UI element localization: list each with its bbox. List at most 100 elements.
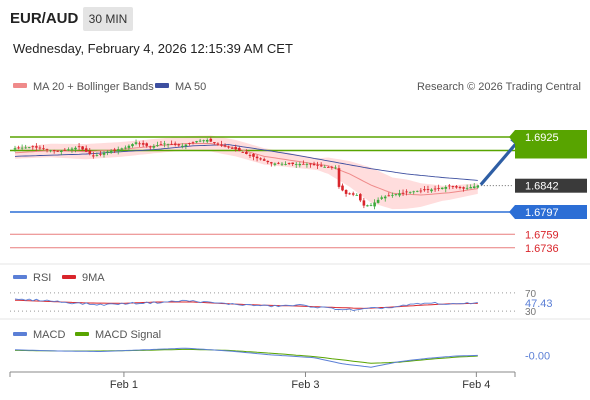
candle-body [273, 163, 277, 165]
candle [448, 184, 451, 190]
candle-body [13, 148, 17, 150]
candle [291, 162, 294, 166]
candle [220, 140, 223, 147]
candle-body [408, 191, 412, 193]
candle-body [294, 164, 298, 165]
candle [74, 146, 77, 153]
candle [444, 185, 448, 193]
candle-body [383, 196, 387, 199]
rsi-line [14, 298, 478, 311]
candle [84, 145, 88, 152]
price-label-support: 1.6797 [525, 207, 559, 219]
candle [273, 162, 277, 167]
candle-body [255, 156, 259, 159]
candle [70, 147, 74, 153]
candle [20, 144, 24, 151]
candle-body [366, 205, 369, 207]
candle [92, 151, 95, 159]
candle [124, 145, 127, 150]
candle-body [209, 138, 213, 142]
candle-body [102, 152, 106, 155]
candle [252, 153, 255, 161]
candle [198, 138, 202, 143]
rsi-level-label: 70 [525, 289, 537, 300]
candle [330, 165, 334, 170]
candle-body [387, 195, 391, 197]
candle-body [191, 142, 195, 144]
ma20-legend-swatch [13, 83, 27, 88]
candle-body [70, 148, 74, 150]
candle [159, 141, 163, 145]
candle-body [323, 166, 326, 168]
candle [394, 193, 398, 197]
candle [462, 186, 465, 192]
candle [188, 142, 191, 146]
candle-body [241, 152, 245, 153]
candle-body [63, 149, 67, 151]
price-label-resistance: 1.6925 [525, 132, 559, 144]
candle [458, 185, 462, 190]
candle [437, 184, 440, 192]
candle [81, 146, 84, 151]
candle-body [213, 142, 216, 144]
candle-body [376, 199, 380, 203]
candle [309, 163, 312, 168]
candle [56, 150, 59, 152]
candle-body [359, 194, 362, 201]
candle [319, 162, 323, 168]
candle-body [334, 167, 337, 169]
candle [476, 184, 480, 189]
candle-body [437, 188, 440, 189]
candle-body [348, 193, 351, 195]
candle [348, 192, 351, 195]
candle [266, 160, 270, 165]
chart-header: EUR/AUD 30 MIN Wednesday, February 4, 20… [0, 0, 590, 70]
candle [248, 153, 252, 158]
timeframe-badge[interactable]: 30 MIN [83, 7, 133, 31]
candle [205, 138, 209, 144]
candle-body [330, 166, 334, 168]
candle-body [109, 150, 113, 153]
candle-body [462, 187, 465, 189]
candle-body [49, 150, 52, 152]
candle [262, 157, 266, 161]
candle [383, 195, 387, 202]
copyright-label: Research © 2026 Trading Central [417, 81, 581, 93]
candle-body [156, 145, 159, 146]
candle-body [309, 163, 312, 165]
candle [302, 160, 305, 165]
candle [170, 140, 173, 145]
macd-signal-legend-swatch [75, 332, 89, 336]
candle-body [341, 185, 344, 191]
candle-body [120, 148, 124, 150]
candle [255, 154, 259, 162]
candle [287, 162, 291, 166]
rsi-legend-swatch [13, 275, 27, 279]
candle [344, 189, 348, 197]
candle-body [38, 147, 42, 149]
candle [230, 146, 234, 149]
candle-body [373, 202, 376, 207]
candle-body [216, 143, 220, 145]
candle [156, 141, 159, 147]
candle-body [270, 162, 273, 164]
macd-legend-swatch [13, 332, 27, 336]
candle [387, 192, 391, 197]
candle [472, 183, 476, 189]
candle-body [277, 162, 280, 164]
candle [245, 149, 248, 155]
candle-body [31, 146, 35, 148]
candle [49, 149, 52, 153]
candle [451, 185, 455, 189]
candle [380, 195, 383, 200]
candle-body [416, 190, 419, 192]
candle-body [202, 140, 205, 142]
price-label-box-extension [515, 144, 587, 159]
datetime-label: Wednesday, February 4, 2026 12:15:39 AM … [13, 41, 293, 56]
candle [359, 193, 362, 203]
candle [351, 191, 355, 197]
candle-body [173, 143, 177, 145]
candle-body [430, 189, 433, 192]
candle [131, 143, 134, 148]
